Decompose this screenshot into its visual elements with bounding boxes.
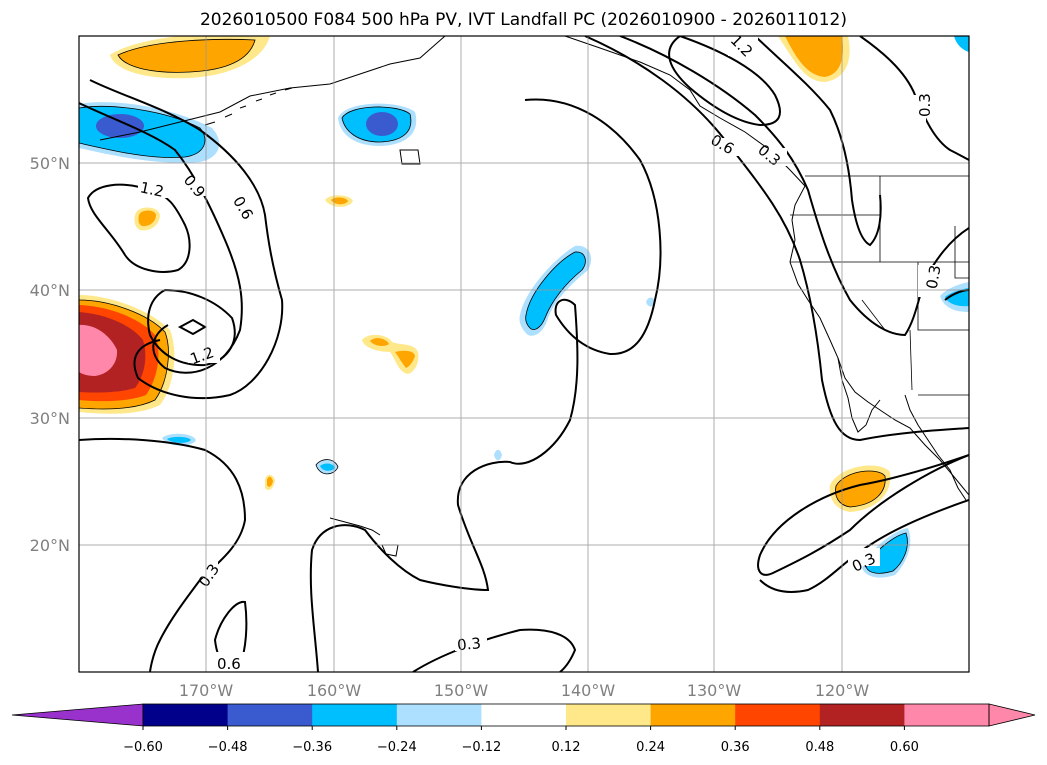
alaska-coastline [99,36,446,141]
negative-anomaly-shade [320,463,335,471]
colorbar-segment [650,704,736,726]
colorbar-tick-label: 0.24 [636,740,665,755]
pv-contours [79,36,969,672]
negative-anomaly-shade [646,297,655,307]
contour-line [757,454,969,576]
colorbar-tick-label: 0.12 [552,740,581,755]
pc-outline [525,251,586,330]
colorbar-segment [819,704,905,726]
contour-line [147,288,236,367]
lon-label: 140°W [561,681,616,700]
pc-outline [117,38,256,73]
lon-label: 160°W [307,681,362,700]
negative-anomaly-shade [525,251,586,330]
negative-anomaly-shade [96,114,144,138]
contour-label: 0.3 [456,634,481,654]
pc-outline-contours [79,38,908,574]
negative-anomaly-shade [954,36,969,52]
positive-anomaly-shade [835,470,886,507]
latitude-labels: 50°N 40°N 30°N 20°N [30,154,70,555]
colorbar-segment [227,704,313,726]
longitude-labels: 170°W 160°W 150°W 140°W 130°W 120°W [179,681,870,700]
colorbar-segment [735,704,821,726]
pc-outline [315,459,339,475]
lon-label: 120°W [815,681,870,700]
positive-anomaly-shade [370,338,389,346]
positive-anomaly-shade [138,210,156,227]
colorbar-segment [143,704,229,726]
positive-anomaly-shade [395,350,415,368]
contour-line [759,499,969,593]
colorbar-tick-label: −0.48 [208,740,248,755]
colorbar-segment [566,704,652,726]
graticule [79,36,969,672]
north-america-west-coastline [789,219,969,496]
lon-label: 150°W [434,681,489,700]
contour-line [177,318,207,336]
colorbar-segment [481,704,567,726]
contour-label: 1.2 [138,178,165,201]
colorbar-tick-label: 0.36 [721,740,750,755]
lon-label: 170°W [179,681,234,700]
colorbar-extend-high [988,703,1036,727]
contour-line [859,36,969,161]
contour-line [668,36,781,127]
positive-anomaly-shade [331,197,348,205]
contour-line [309,98,662,672]
map-title: 2026010500 F084 500 hPa PV, IVT Landfall… [199,10,847,30]
contour-line [79,437,247,672]
colorbar-tick-label: −0.12 [461,740,501,755]
colorbar-segment [904,704,990,726]
contour-label: 0.3 [916,93,934,117]
colorbar-tick-label: 0.60 [890,740,919,755]
lon-label: 130°W [687,681,742,700]
negative-anomaly-shade [945,288,969,307]
baja-california-coastline [837,357,881,433]
contour-line [754,36,882,247]
contour-line [584,36,969,442]
lat-label: 20°N [30,536,70,555]
colorbar-extend-low [11,703,144,727]
colorbar-tick-label: 0.48 [805,740,834,755]
lat-label: 30°N [30,409,70,428]
lat-label: 40°N [30,281,70,300]
island [329,517,381,536]
contour-line [412,628,577,672]
positive-anomaly-shade [118,39,255,73]
lat-label: 50°N [30,154,70,173]
contour-line [79,102,243,374]
pc-outline [341,106,412,143]
colorbar: −0.60 −0.48 −0.36 −0.24 −0.12 0.12 0.24 0.36 0.4… [11,703,1036,755]
colorbar-tick-label: −0.24 [377,740,417,755]
colorbar-segment [396,704,482,726]
negative-anomaly-shade [366,112,398,136]
island [399,149,421,165]
coastlines [99,36,969,557]
contour-line [89,79,284,400]
negative-anomaly-shade [494,449,502,461]
positive-anomaly-shade [785,36,844,77]
positive-anomaly-shade [79,324,118,376]
positive-anomaly-shade [267,476,273,487]
contour-line [86,183,191,273]
negative-anomaly-shade [167,436,191,443]
pc-outline [865,532,908,574]
map-frame [78,35,970,673]
gulf-coastline [904,394,967,501]
colorbar-segment [312,704,398,726]
contour-label: 0.3 [923,264,945,291]
alaska-southeast-coastline [564,36,806,221]
aleutian-islands [204,87,293,126]
pc-outline [79,106,206,158]
contour-label: 0.6 [217,655,241,673]
pc-outline [79,299,169,410]
colorbar-tick-label: −0.60 [123,740,163,755]
colorbar-tick-label: −0.36 [292,740,332,755]
pc-outline [835,470,886,508]
